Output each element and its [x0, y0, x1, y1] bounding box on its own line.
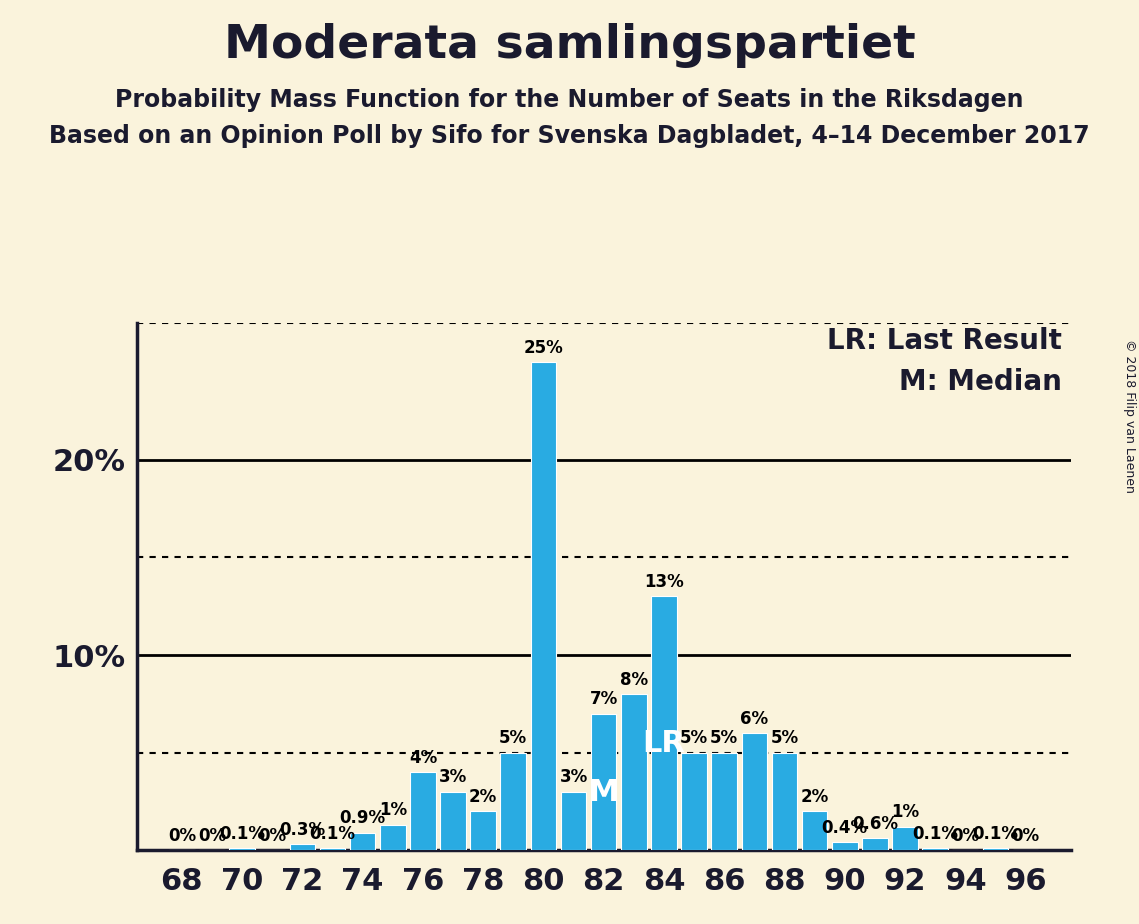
- Text: 1%: 1%: [891, 803, 919, 821]
- Text: Based on an Opinion Poll by Sifo for Svenska Dagbladet, 4–14 December 2017: Based on an Opinion Poll by Sifo for Sve…: [49, 124, 1090, 148]
- Bar: [470, 811, 495, 850]
- Text: 0.1%: 0.1%: [973, 824, 1018, 843]
- Text: 4%: 4%: [409, 748, 437, 767]
- Text: M: Median: M: Median: [899, 369, 1062, 396]
- Text: 7%: 7%: [590, 690, 617, 708]
- Text: 6%: 6%: [740, 710, 769, 727]
- Text: 5%: 5%: [499, 729, 527, 748]
- Bar: [591, 713, 616, 850]
- Text: 2%: 2%: [469, 787, 498, 806]
- Bar: [771, 752, 797, 850]
- Bar: [560, 792, 587, 850]
- Bar: [681, 752, 707, 850]
- Text: Probability Mass Function for the Number of Seats in the Riksdagen: Probability Mass Function for the Number…: [115, 88, 1024, 112]
- Text: 0.1%: 0.1%: [912, 824, 958, 843]
- Bar: [983, 848, 1008, 850]
- Text: 0.9%: 0.9%: [339, 809, 386, 827]
- Bar: [652, 597, 677, 850]
- Bar: [410, 772, 436, 850]
- Bar: [350, 833, 376, 850]
- Text: 1%: 1%: [378, 801, 407, 820]
- Bar: [923, 848, 948, 850]
- Text: 3%: 3%: [439, 768, 467, 786]
- Text: LR: LR: [642, 729, 686, 758]
- Bar: [831, 843, 858, 850]
- Text: 0.1%: 0.1%: [310, 824, 355, 843]
- Text: 0%: 0%: [167, 827, 196, 845]
- Bar: [229, 848, 255, 850]
- Bar: [892, 827, 918, 850]
- Text: 25%: 25%: [524, 339, 564, 357]
- Text: M: M: [589, 778, 618, 808]
- Bar: [500, 752, 526, 850]
- Text: 3%: 3%: [559, 768, 588, 786]
- Text: 5%: 5%: [680, 729, 708, 748]
- Text: 0%: 0%: [259, 827, 286, 845]
- Text: 5%: 5%: [770, 729, 798, 748]
- Text: Moderata samlingspartiet: Moderata samlingspartiet: [223, 23, 916, 68]
- Text: 8%: 8%: [620, 671, 648, 688]
- Text: 2%: 2%: [801, 787, 829, 806]
- Text: 0.1%: 0.1%: [219, 824, 265, 843]
- Bar: [320, 848, 345, 850]
- Bar: [621, 694, 647, 850]
- Text: 0.6%: 0.6%: [852, 815, 898, 833]
- Text: 5%: 5%: [710, 729, 738, 748]
- Text: 0.3%: 0.3%: [279, 821, 326, 839]
- Text: 0%: 0%: [198, 827, 226, 845]
- Text: 0%: 0%: [951, 827, 980, 845]
- Text: 0%: 0%: [1011, 827, 1040, 845]
- Bar: [712, 752, 737, 850]
- Text: © 2018 Filip van Laenen: © 2018 Filip van Laenen: [1123, 339, 1137, 492]
- Bar: [441, 792, 466, 850]
- Text: 0.4%: 0.4%: [821, 819, 868, 837]
- Bar: [289, 845, 316, 850]
- Bar: [802, 811, 827, 850]
- Bar: [741, 733, 768, 850]
- Text: 13%: 13%: [644, 573, 683, 591]
- Bar: [862, 838, 887, 850]
- Bar: [531, 362, 556, 850]
- Text: LR: Last Result: LR: Last Result: [827, 327, 1062, 356]
- Bar: [380, 825, 405, 850]
